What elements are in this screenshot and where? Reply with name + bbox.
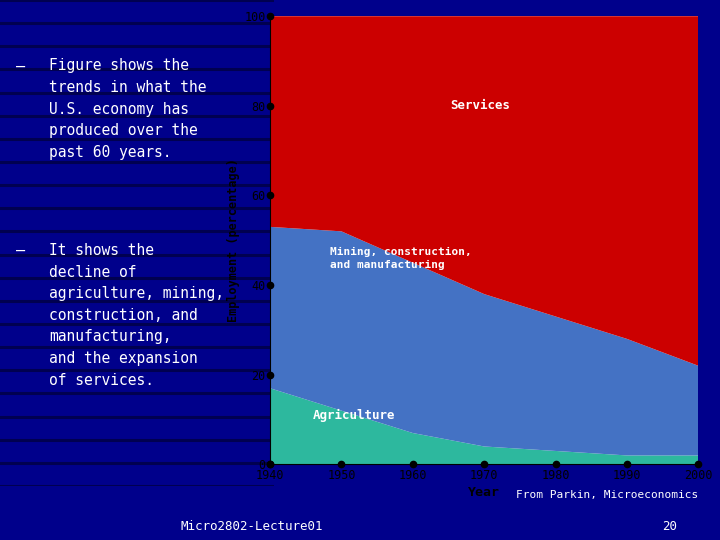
Text: –: – [17, 58, 25, 73]
Y-axis label: Employment (percentage): Employment (percentage) [228, 158, 240, 322]
Text: Mining, construction,
and manufacturing: Mining, construction, and manufacturing [330, 247, 472, 270]
Text: Micro2802-Lecture01: Micro2802-Lecture01 [181, 520, 323, 533]
Text: Agriculture: Agriculture [313, 409, 395, 422]
Text: –: – [17, 243, 25, 258]
X-axis label: Year: Year [468, 486, 500, 499]
Text: It shows the
decline of
agriculture, mining,
construction, and
manufacturing,
an: It shows the decline of agriculture, min… [49, 243, 224, 388]
Text: 20: 20 [662, 520, 677, 533]
Text: Services: Services [450, 99, 510, 112]
Text: Figure shows the
trends in what the
U.S. economy has
produced over the
past 60 y: Figure shows the trends in what the U.S.… [49, 58, 207, 160]
Text: From Parkin, Microeconomics: From Parkin, Microeconomics [516, 490, 698, 500]
